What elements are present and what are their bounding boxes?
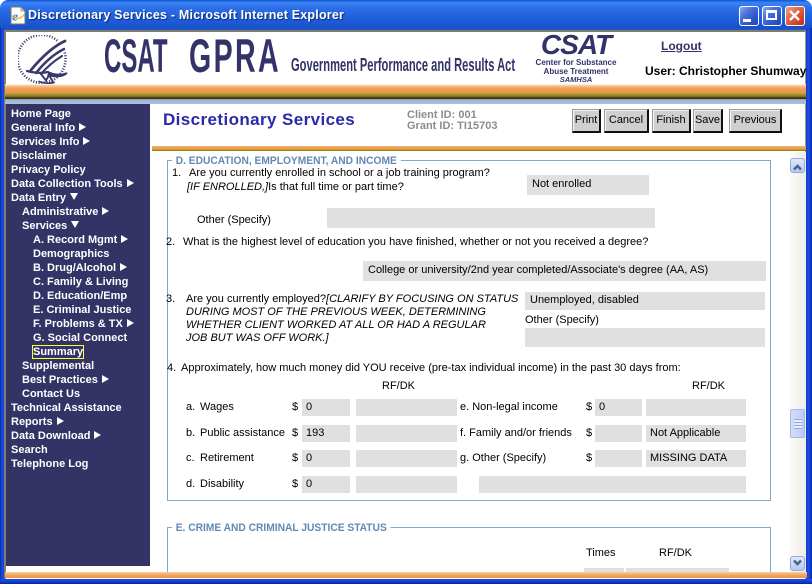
svg-text:e: e xyxy=(12,9,18,24)
